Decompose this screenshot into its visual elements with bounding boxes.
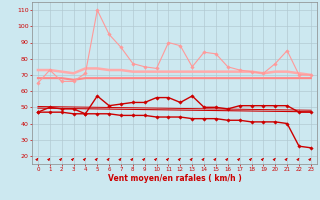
X-axis label: Vent moyen/en rafales ( km/h ): Vent moyen/en rafales ( km/h ) xyxy=(108,174,241,183)
